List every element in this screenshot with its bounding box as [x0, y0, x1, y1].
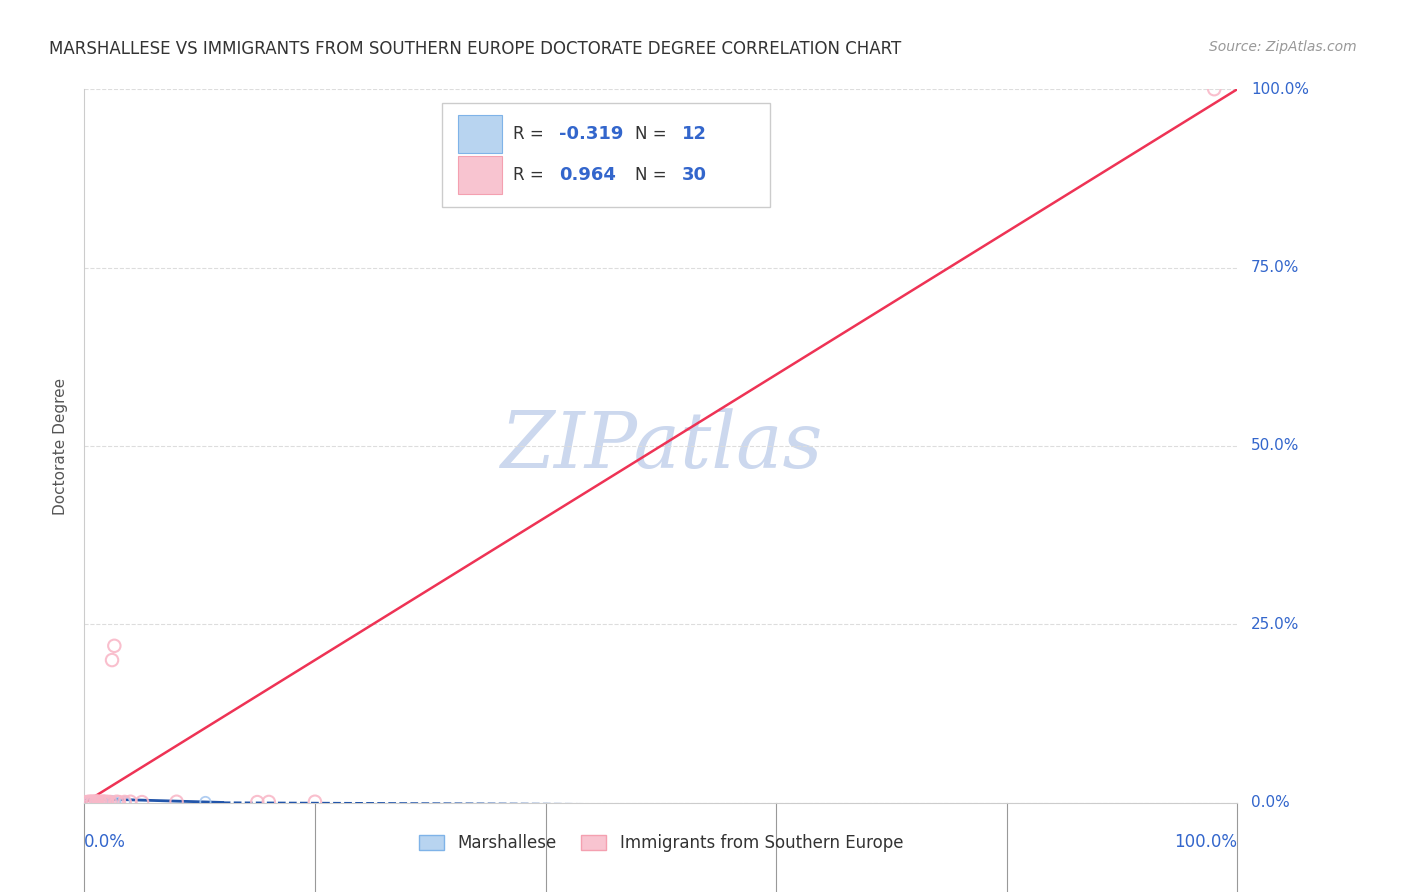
Text: 0.0%: 0.0% [1251, 796, 1289, 810]
Text: MARSHALLESE VS IMMIGRANTS FROM SOUTHERN EUROPE DOCTORATE DEGREE CORRELATION CHAR: MARSHALLESE VS IMMIGRANTS FROM SOUTHERN … [49, 40, 901, 58]
Text: N =: N = [636, 166, 672, 184]
Point [105, 795, 128, 809]
Point [103, 639, 125, 653]
FancyBboxPatch shape [441, 103, 770, 207]
Point [83, 795, 105, 809]
Point [104, 795, 127, 809]
Text: R =: R = [513, 125, 550, 143]
Point [93, 795, 115, 809]
Point [194, 795, 217, 809]
Point [89, 795, 111, 809]
Point [77, 795, 100, 809]
Text: 0.964: 0.964 [560, 166, 616, 184]
Point [304, 795, 326, 809]
Text: N =: N = [636, 125, 672, 143]
Text: -0.319: -0.319 [560, 125, 624, 143]
Point [108, 795, 131, 809]
Point [114, 795, 136, 809]
Point [89, 794, 111, 808]
Point [246, 795, 269, 809]
Text: 50.0%: 50.0% [1251, 439, 1299, 453]
Point [84, 794, 107, 808]
Point [166, 795, 188, 809]
Point [101, 794, 124, 808]
Text: 0.0%: 0.0% [84, 833, 127, 851]
Text: R =: R = [513, 166, 550, 184]
Text: 30: 30 [682, 166, 707, 184]
Text: 100.0%: 100.0% [1174, 833, 1237, 851]
Point [86, 795, 108, 809]
Text: ZIPatlas: ZIPatlas [499, 408, 823, 484]
Point [91, 795, 114, 809]
Point [91, 795, 114, 809]
Text: Source: ZipAtlas.com: Source: ZipAtlas.com [1209, 40, 1357, 54]
Point [79, 795, 101, 809]
Point [114, 795, 136, 809]
FancyBboxPatch shape [458, 115, 502, 153]
Point [96, 795, 118, 809]
Point [1204, 82, 1226, 96]
Point [96, 795, 118, 809]
Point [257, 795, 280, 809]
Point [80, 795, 103, 809]
Text: 75.0%: 75.0% [1251, 260, 1299, 275]
Point [97, 795, 120, 809]
Y-axis label: Doctorate Degree: Doctorate Degree [53, 377, 69, 515]
Point [89, 795, 111, 809]
Text: 12: 12 [682, 125, 707, 143]
Point [96, 795, 118, 809]
FancyBboxPatch shape [458, 155, 502, 194]
Point [101, 653, 124, 667]
Legend: Marshallese, Immigrants from Southern Europe: Marshallese, Immigrants from Southern Eu… [412, 828, 910, 859]
Point [76, 795, 98, 809]
Text: 100.0%: 100.0% [1251, 82, 1309, 96]
Point [98, 795, 121, 809]
Point [131, 795, 153, 809]
Point [86, 795, 108, 809]
Point [120, 795, 142, 809]
Text: 25.0%: 25.0% [1251, 617, 1299, 632]
Point [83, 795, 105, 809]
Point [77, 795, 100, 809]
Point [82, 795, 104, 809]
